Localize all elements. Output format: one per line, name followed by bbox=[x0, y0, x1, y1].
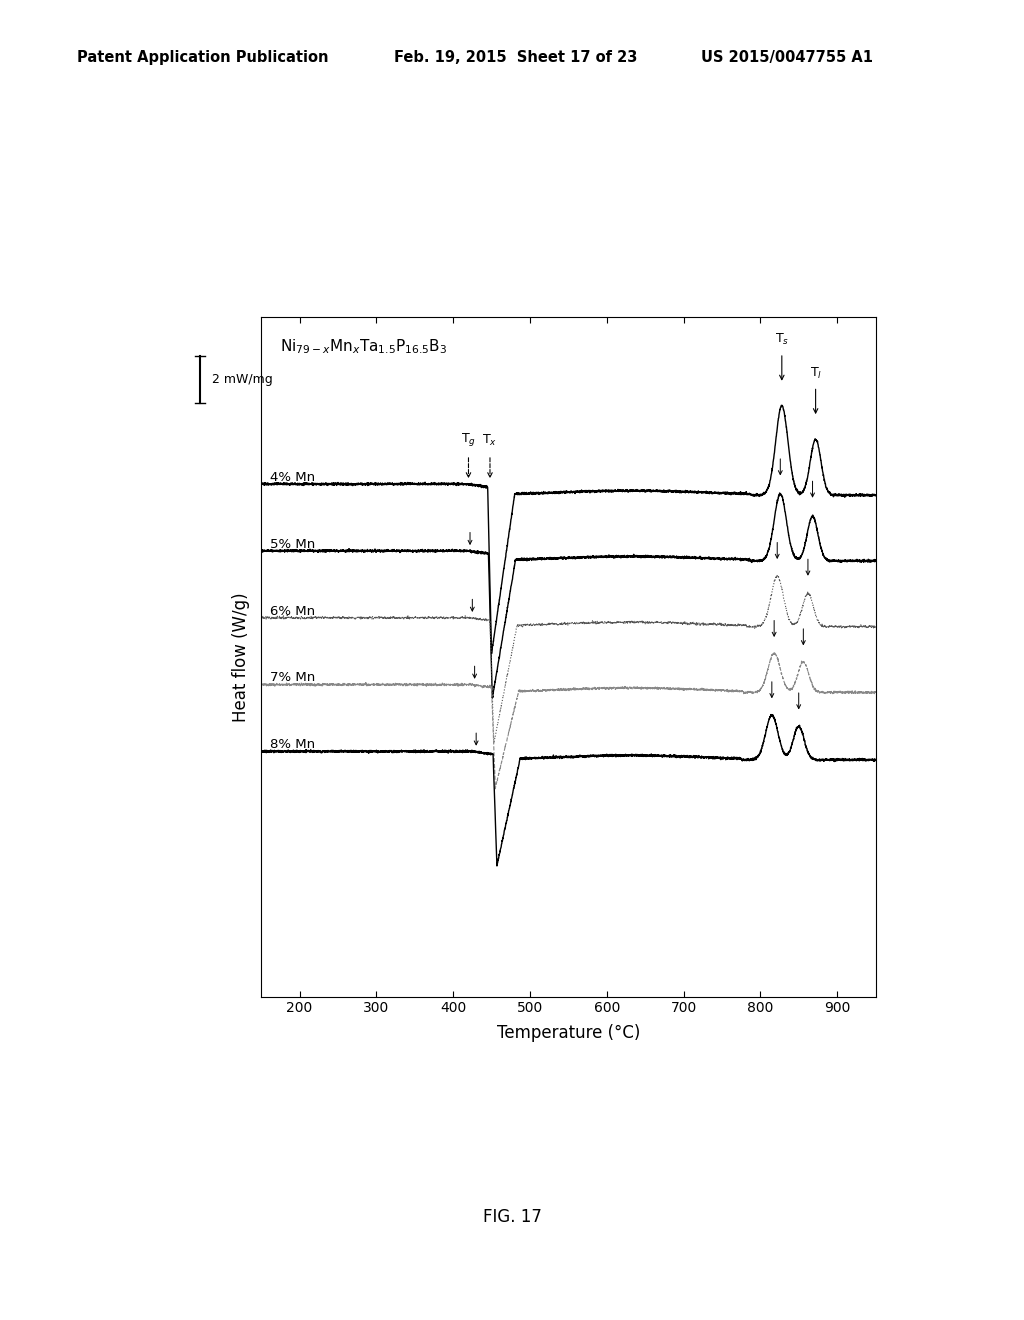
X-axis label: Temperature (°C): Temperature (°C) bbox=[497, 1024, 640, 1041]
Text: 4% Mn: 4% Mn bbox=[270, 471, 315, 483]
Text: 5% Mn: 5% Mn bbox=[270, 537, 315, 550]
Text: T$_g$: T$_g$ bbox=[461, 430, 476, 447]
Text: T$_l$: T$_l$ bbox=[810, 366, 821, 381]
Text: T$_x$: T$_x$ bbox=[482, 433, 498, 447]
Text: 2 mW/mg: 2 mW/mg bbox=[212, 374, 272, 385]
Text: T$_s$: T$_s$ bbox=[775, 333, 788, 347]
Text: Ni$_{79-x}$Mn$_x$Ta$_{1.5}$P$_{16.5}$B$_3$: Ni$_{79-x}$Mn$_x$Ta$_{1.5}$P$_{16.5}$B$_… bbox=[280, 337, 446, 356]
Y-axis label: Heat flow (W/g): Heat flow (W/g) bbox=[232, 591, 250, 722]
Text: 7% Mn: 7% Mn bbox=[270, 672, 315, 684]
Text: FIG. 17: FIG. 17 bbox=[482, 1208, 542, 1226]
Text: Patent Application Publication: Patent Application Publication bbox=[77, 50, 329, 65]
Text: 6% Mn: 6% Mn bbox=[270, 605, 315, 618]
Text: US 2015/0047755 A1: US 2015/0047755 A1 bbox=[701, 50, 873, 65]
Text: 8% Mn: 8% Mn bbox=[270, 738, 315, 751]
Text: Feb. 19, 2015  Sheet 17 of 23: Feb. 19, 2015 Sheet 17 of 23 bbox=[394, 50, 638, 65]
